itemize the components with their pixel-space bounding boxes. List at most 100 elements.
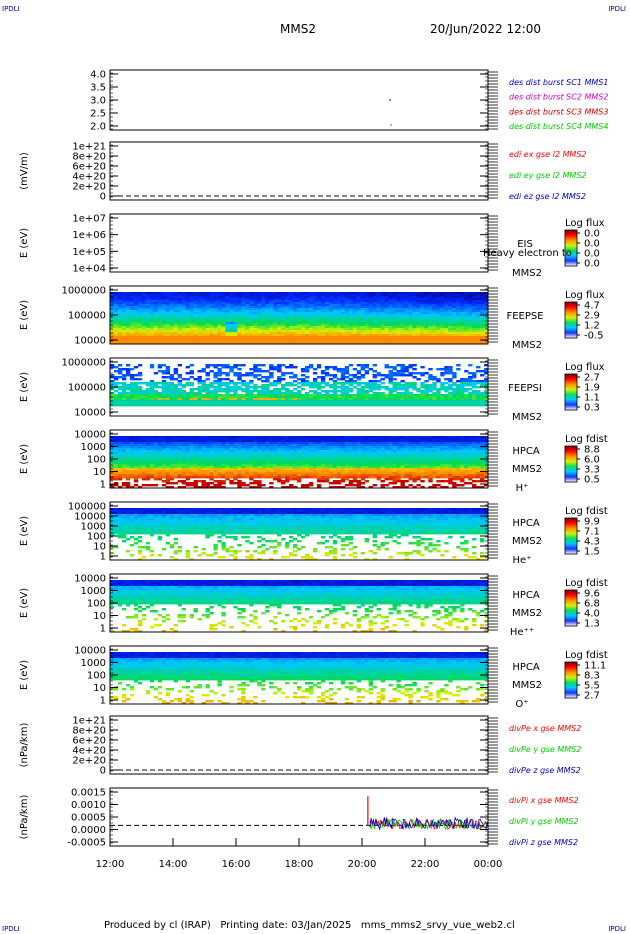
heatmap-cell [336,322,342,325]
heatmap-cell [368,330,374,333]
heatmap-cell [133,394,139,397]
heatmap-cell [340,390,346,393]
heatmap-cell [368,396,374,399]
heatmap-cell [289,306,294,309]
heatmap-cell [173,378,179,381]
heatmap-cell [265,404,270,407]
heatmap-cell [145,396,151,399]
heatmap-cell [241,404,246,407]
heatmap-cell [428,376,433,379]
heatmap-cell [121,446,127,449]
heatmap-cell [281,378,286,381]
heatmap-cell [380,306,385,309]
heatmap-cell [452,320,457,323]
heatmap-cell [221,364,226,367]
heatmap-cell [312,394,318,397]
heatmap-cell [197,314,202,317]
heatmap-cell [404,382,409,385]
heatmap-cell [245,320,250,323]
heatmap-cell [161,324,167,327]
heatmap-cell [149,326,155,329]
heatmap-cell [372,330,377,333]
heatmap-cell [396,322,401,325]
legend-entry: des dist burst SC1 MMS1 [509,78,608,87]
heatmap-cell [428,328,433,331]
heatmap-cell [117,398,123,401]
heatmap-cell [173,300,179,303]
heatmap-cell [416,312,421,315]
heatmap-cell [420,372,425,375]
heatmap-cell [265,394,270,397]
heatmap-cell [297,324,302,327]
heatmap-cell [177,340,183,343]
heatmap-cell [340,304,346,307]
heatmap-cell [293,304,298,307]
heatmap-cell [189,310,194,313]
heatmap-cell [312,330,318,333]
heatmap-cell [356,384,362,387]
heatmap-cell [189,402,194,405]
heatmap-cell [197,476,202,479]
heatmap-cell [205,304,210,307]
heatmap-cell [145,312,151,315]
heatmap-cell [316,320,322,323]
heatmap-cell [400,332,405,335]
heatmap-cell [384,400,389,403]
heatmap-cell [110,398,115,401]
heatmap-cell [404,326,409,329]
heatmap-cell [113,454,119,457]
heatmap-cell [420,328,425,331]
heatmap-cell [376,302,381,305]
heatmap-cell [304,304,310,307]
colorbar-value: 0.0 [584,229,600,240]
heatmap-cell [205,374,210,377]
heatmap-cell [388,404,393,407]
heatmap-cell [468,320,473,323]
heatmap-cell [265,326,270,329]
heatmap-cell [448,342,453,345]
heatmap-cell [225,328,230,331]
heatmap-cell [233,400,238,403]
heatmap-cell [436,322,441,325]
heatmap-cell [364,392,370,395]
heatmap-cell [293,328,298,331]
heatmap-cell [217,328,222,331]
heatmap-cell [277,398,282,401]
heatmap-cell [121,330,127,333]
heatmap-cell [161,386,167,389]
heatmap-cell [420,366,425,369]
heatmap-cell [213,312,218,315]
heatmap-cell [300,296,306,299]
heatmap-cell [245,394,250,397]
heatmap-cell [293,302,298,305]
heatmap-cell [249,342,254,345]
heatmap-cell [472,374,477,377]
heatmap-cell [253,364,258,367]
heatmap-cell [480,308,485,311]
heatmap-cell [444,404,449,407]
heatmap-cell [360,334,366,337]
heatmap-cell [161,300,167,303]
heatmap-cell [117,448,123,451]
heatmap-cell [408,296,413,299]
heatmap-cell [257,340,262,343]
heatmap-cell [117,302,123,305]
heatmap-cell [448,328,453,331]
heatmap-cell [412,402,417,405]
colorbar-value: 1.1 [584,393,600,404]
heatmap-cell [360,392,366,395]
heatmap-cell [452,400,457,403]
heatmap-cell [304,316,310,319]
heatmap-cell [356,376,362,379]
heatmap-cell [277,378,282,381]
heatmap-cell [424,322,429,325]
heatmap-cell [149,392,155,395]
heatmap-cell [241,374,246,377]
heatmap-cell [424,318,429,321]
heatmap-cell [400,320,405,323]
heatmap-cell [173,292,179,295]
heatmap-cell [201,398,206,401]
heatmap-cell [320,300,326,303]
heatmap-cell [297,400,302,403]
heatmap-cell [185,372,190,375]
